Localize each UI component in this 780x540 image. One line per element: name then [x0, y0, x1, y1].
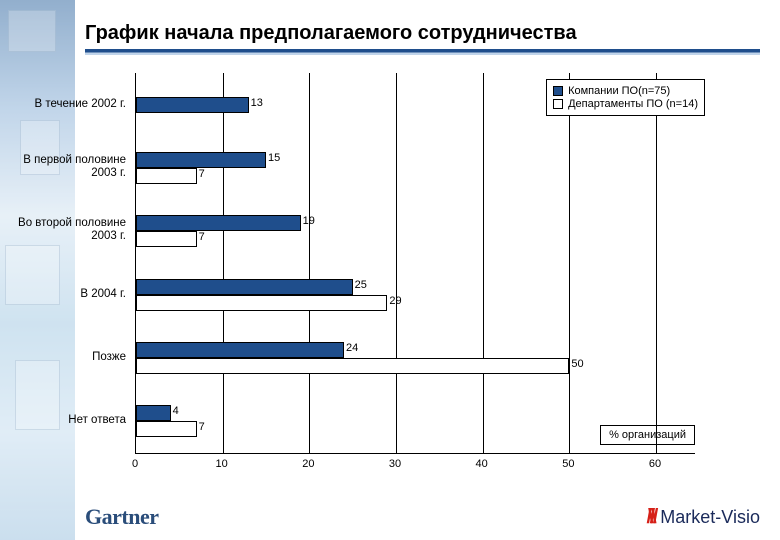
chart: Компании ПО(n=75)Департаменты ПО (n=14) … — [135, 73, 695, 473]
bar: 24 — [136, 342, 344, 358]
x-axis: 0 10 20 30 40 50 60 — [135, 453, 695, 473]
bar-value: 24 — [346, 342, 358, 354]
bar-value: 29 — [389, 295, 401, 307]
axis-label-box: % организаций — [600, 425, 695, 445]
x-tick: 10 — [216, 458, 228, 470]
legend-swatch — [553, 86, 563, 96]
x-tick: 60 — [649, 458, 661, 470]
x-tick: 50 — [562, 458, 574, 470]
gridline — [223, 73, 224, 453]
category-label: Во второй половине2003 г. — [0, 217, 126, 242]
legend: Компании ПО(n=75)Департаменты ПО (n=14) — [546, 79, 705, 116]
market-visio-logo: /\/\/ Market-Visio — [647, 506, 761, 529]
bar-value: 50 — [571, 358, 583, 370]
gridline — [309, 73, 310, 453]
gridline — [396, 73, 397, 453]
gridline — [483, 73, 484, 453]
gridline — [569, 73, 570, 453]
bar: 15 — [136, 152, 266, 168]
legend-swatch — [553, 99, 563, 109]
page-title: График начала предполагаемого сотрудниче… — [85, 22, 760, 49]
market-visio-text: Market-Visio — [660, 507, 760, 528]
bar-value: 4 — [173, 405, 179, 417]
bar-value: 7 — [199, 168, 205, 180]
bar: 29 — [136, 295, 387, 311]
bar-value: 19 — [303, 215, 315, 227]
x-tick: 0 — [132, 458, 138, 470]
bar-value: 7 — [199, 421, 205, 433]
category-label: Позже — [0, 351, 126, 364]
bar-value: 13 — [251, 97, 263, 109]
x-tick: 40 — [476, 458, 488, 470]
bar: 7 — [136, 231, 197, 247]
legend-item: Компании ПО(n=75) — [553, 85, 698, 97]
bar: 19 — [136, 215, 301, 231]
bar: 7 — [136, 421, 197, 437]
x-tick: 30 — [389, 458, 401, 470]
bar: 7 — [136, 168, 197, 184]
title-underline — [85, 49, 760, 55]
gartner-logo: Gartner — [85, 504, 158, 530]
bar-value: 7 — [199, 231, 205, 243]
footer: Gartner /\/\/ Market-Visio — [85, 504, 760, 530]
category-label: Нет ответа — [0, 414, 126, 427]
legend-label: Департаменты ПО (n=14) — [568, 98, 698, 110]
bar-value: 25 — [355, 279, 367, 291]
category-label: В течение 2002 г. — [0, 98, 126, 111]
legend-label: Компании ПО(n=75) — [568, 85, 670, 97]
chart-plot-area: Компании ПО(n=75)Департаменты ПО (n=14) … — [135, 73, 695, 453]
bar: 13 — [136, 97, 249, 113]
category-label: В первой половине2003 г. — [0, 154, 126, 179]
bar: 50 — [136, 358, 569, 374]
category-label: В 2004 г. — [0, 288, 126, 301]
x-tick: 20 — [302, 458, 314, 470]
legend-item: Департаменты ПО (n=14) — [553, 98, 698, 110]
gridline — [656, 73, 657, 453]
market-visio-icon: /\/\/ — [647, 506, 655, 529]
bar: 4 — [136, 405, 171, 421]
bar-value: 15 — [268, 152, 280, 164]
decorative-left-strip — [0, 0, 75, 540]
bar: 25 — [136, 279, 353, 295]
